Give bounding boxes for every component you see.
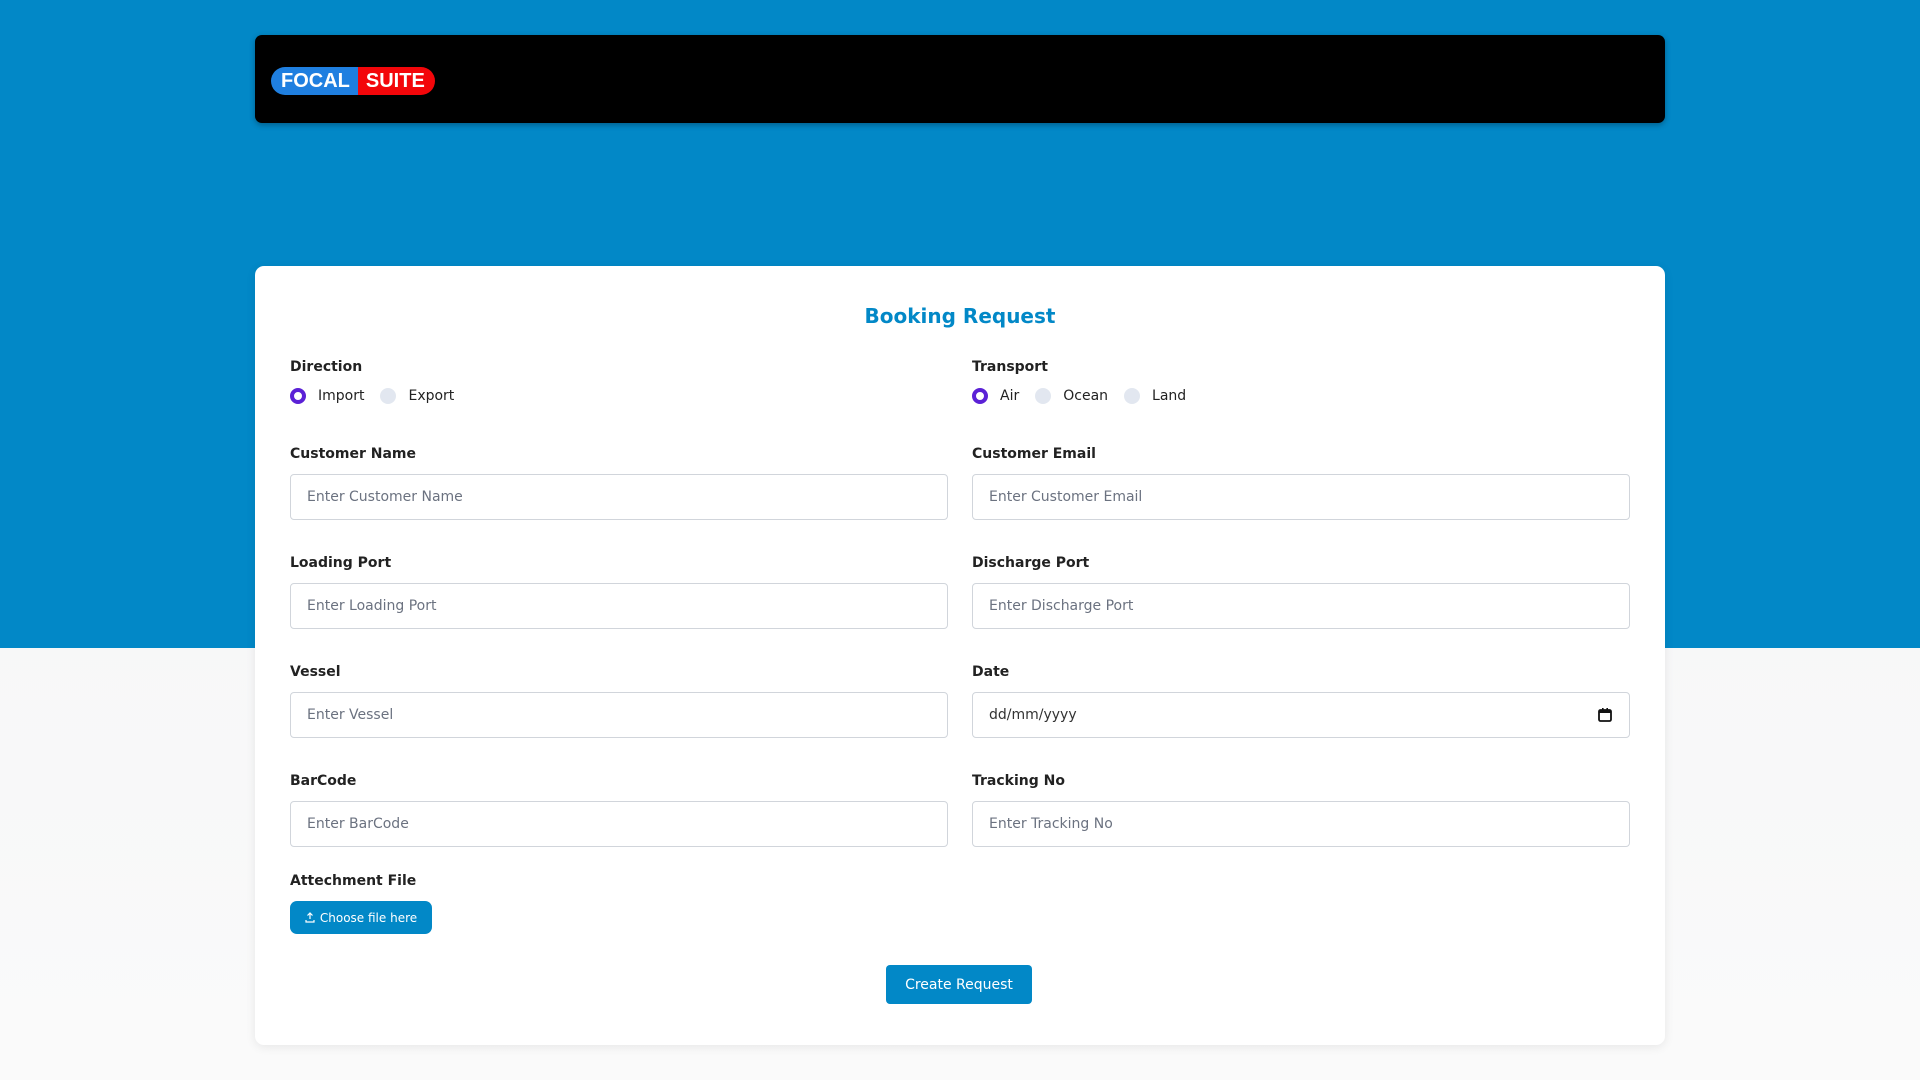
field-label: BarCode	[290, 773, 357, 789]
calendar-icon[interactable]	[1597, 707, 1613, 723]
field-customer-name: Customer Name	[290, 446, 948, 520]
choose-file-label: Choose file here	[319, 910, 418, 925]
field-label: Customer Name	[290, 446, 416, 462]
discharge-port-input[interactable]	[972, 583, 1630, 629]
radio-label: Export	[408, 388, 455, 404]
field-vessel: Vessel	[290, 664, 948, 738]
loading-port-input[interactable]	[290, 583, 948, 629]
radio-import[interactable]: Import	[290, 388, 364, 404]
date-value: dd/mm/yyyy	[989, 707, 1077, 723]
choose-file-button[interactable]: Choose file here	[290, 901, 432, 934]
logo-part1: FOCAL	[271, 67, 358, 95]
logo-part2: SUITE	[357, 67, 435, 95]
field-label: Loading Port	[290, 555, 392, 571]
field-date: Date dd/mm/yyyy	[972, 664, 1630, 738]
transport-group: Transport Air Ocean Land	[972, 359, 1630, 404]
radio-label: Ocean	[1063, 388, 1109, 404]
transport-label: Transport	[972, 359, 1048, 375]
radio-land[interactable]: Land	[1124, 388, 1186, 404]
direction-label: Direction	[290, 359, 363, 375]
date-input[interactable]: dd/mm/yyyy	[972, 692, 1630, 738]
direction-group: Direction Import Export	[290, 359, 948, 404]
barcode-input[interactable]	[290, 801, 948, 847]
vessel-input[interactable]	[290, 692, 948, 738]
field-customer-email: Customer Email	[972, 446, 1630, 520]
create-request-button[interactable]: Create Request	[886, 965, 1032, 1004]
field-barcode: BarCode	[290, 773, 948, 847]
radio-label: Air	[1000, 388, 1020, 404]
radio-unselected-icon[interactable]	[1124, 388, 1141, 404]
page-title: Booking Request	[864, 304, 1056, 328]
radio-unselected-icon[interactable]	[380, 388, 397, 404]
booking-form: Booking Request Direction Import Export …	[255, 266, 1665, 1045]
logo[interactable]: FOCAL SUITE	[271, 67, 435, 95]
field-label: Vessel	[290, 664, 341, 680]
radio-label: Import	[318, 388, 365, 404]
radio-selected-icon[interactable]	[290, 388, 306, 404]
radio-unselected-icon[interactable]	[1035, 388, 1052, 404]
radio-air[interactable]: Air	[972, 388, 1019, 404]
radio-label: Land	[1152, 388, 1187, 404]
radio-ocean[interactable]: Ocean	[1035, 388, 1108, 404]
header: FOCAL SUITE	[255, 35, 1665, 123]
customer-name-input[interactable]	[290, 474, 948, 520]
field-discharge-port: Discharge Port	[972, 555, 1630, 629]
field-label: Date	[972, 664, 1010, 680]
field-label: Attechment File	[290, 873, 417, 889]
field-tracking-no: Tracking No	[972, 773, 1630, 847]
field-attachment: Attechment File Choose file here	[290, 873, 948, 934]
radio-selected-icon[interactable]	[972, 388, 988, 404]
field-loading-port: Loading Port	[290, 555, 948, 629]
radio-export[interactable]: Export	[380, 388, 454, 404]
upload-icon	[305, 912, 315, 923]
field-label: Tracking No	[972, 773, 1065, 789]
field-label: Customer Email	[972, 446, 1096, 462]
field-label: Discharge Port	[972, 555, 1090, 571]
tracking-no-input[interactable]	[972, 801, 1630, 847]
customer-email-input[interactable]	[972, 474, 1630, 520]
